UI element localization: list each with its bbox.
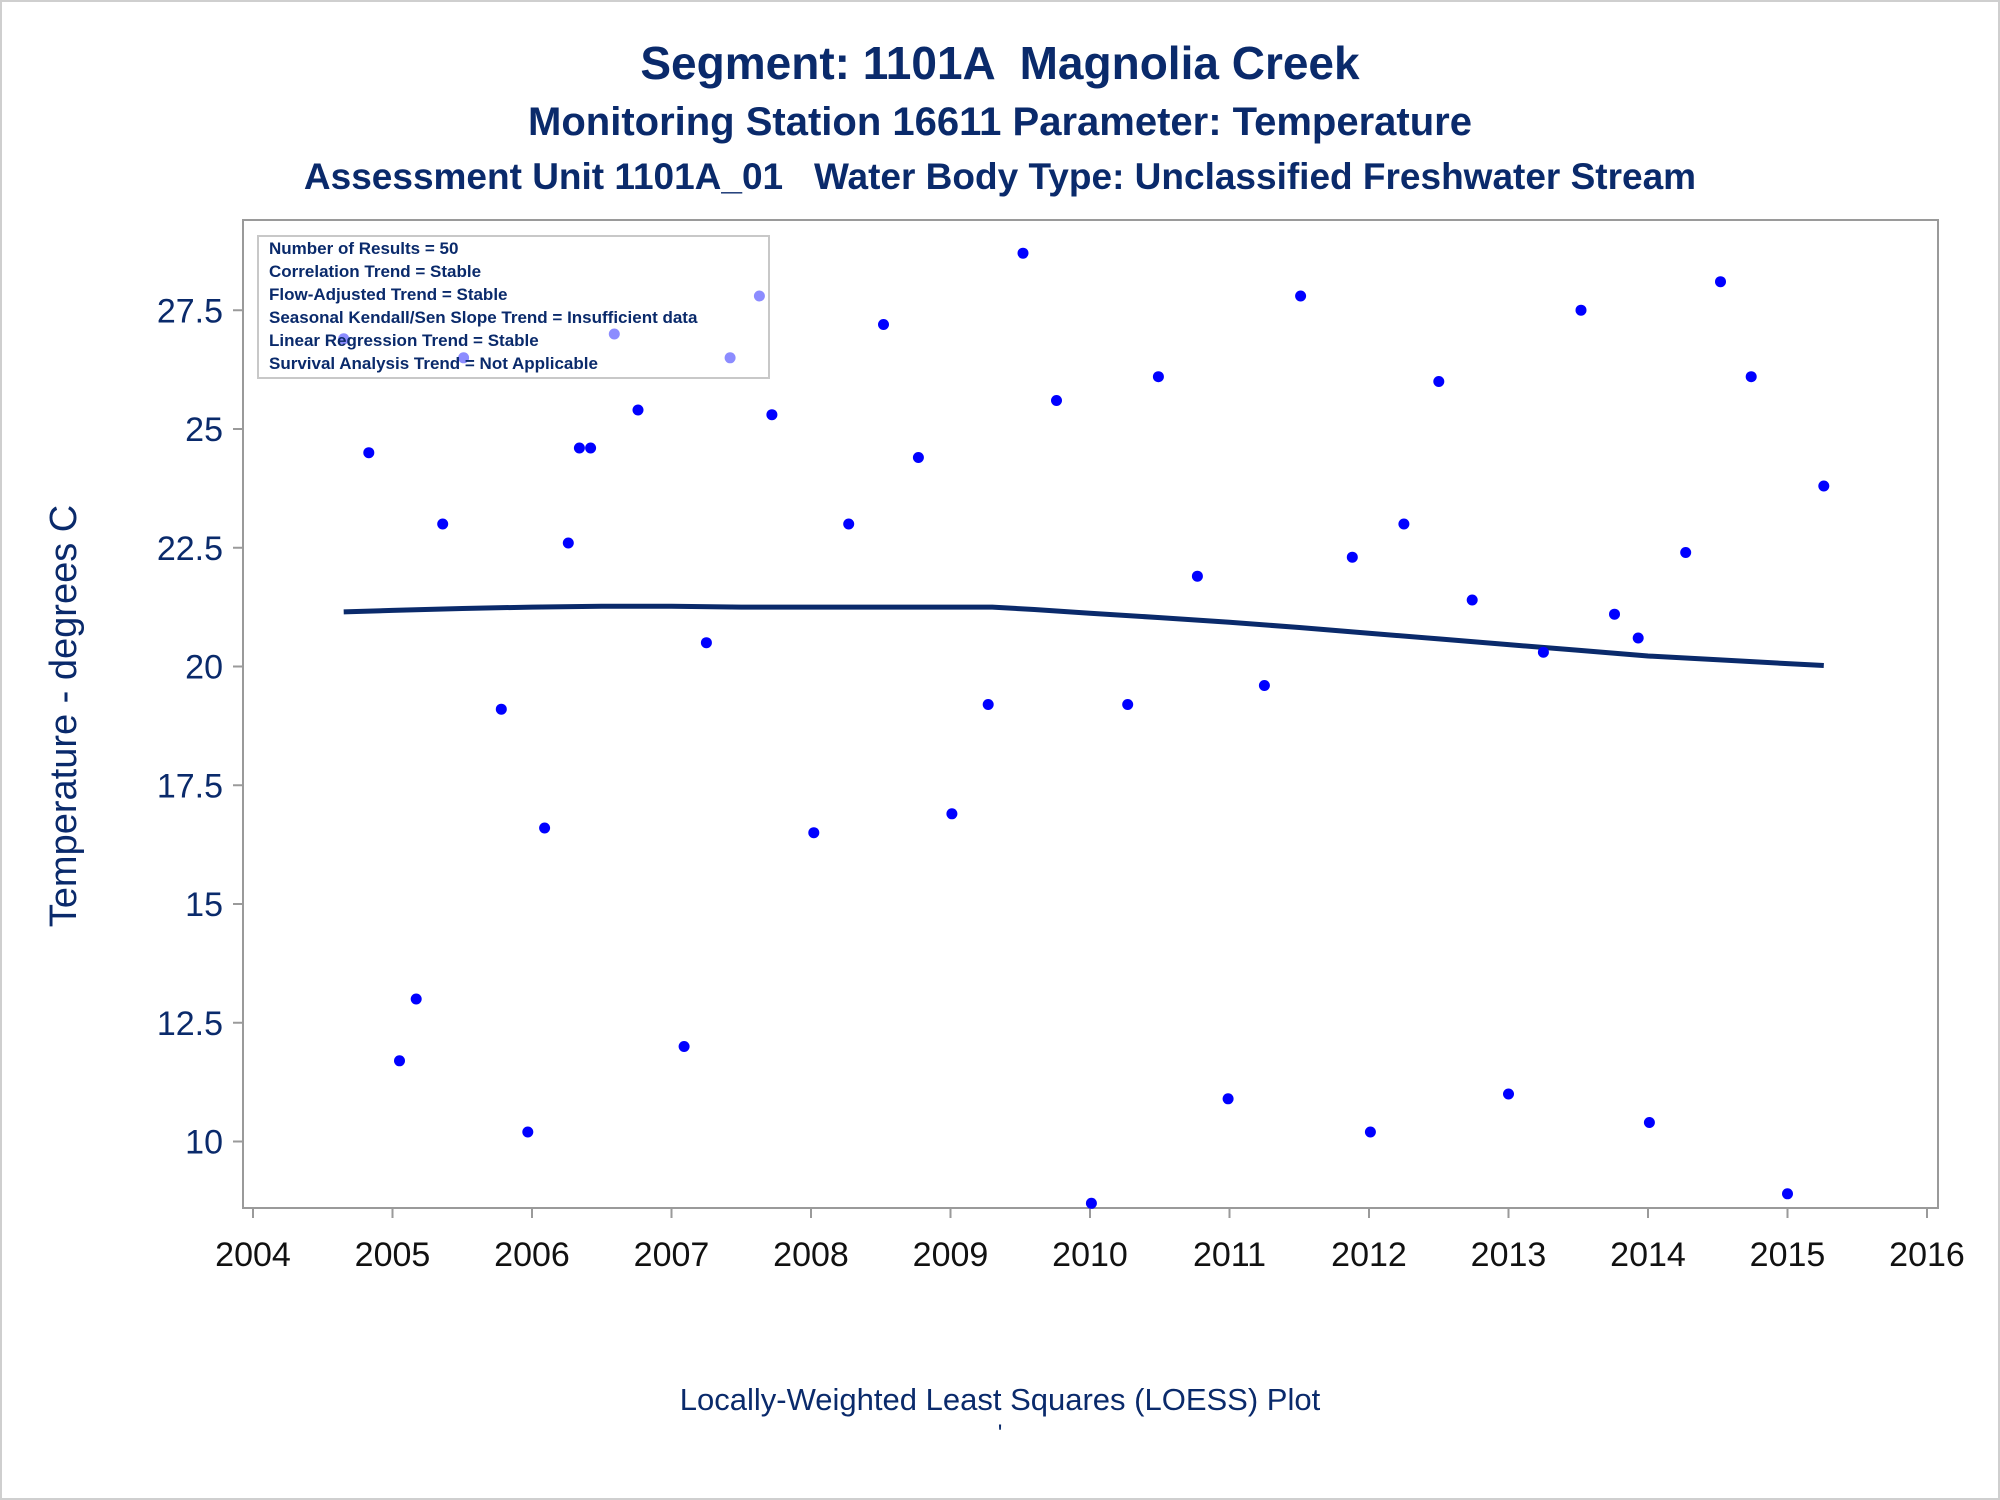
data-point [1575,304,1587,316]
y-tick-label: 25 [185,411,223,449]
data-point [394,1055,405,1067]
data-point [1222,1093,1234,1105]
data-point [678,1041,690,1052]
data-point [1537,646,1549,658]
y-tick-label: 20 [185,649,223,687]
y-tick-label: 10 [185,1124,223,1162]
data-point [1122,699,1134,710]
data-point [700,637,712,649]
data-point [522,1126,534,1138]
data-point [982,699,994,710]
data-point [1745,371,1757,383]
x-tick-label: 2008 [773,1236,849,1274]
footnote-mark: ' [997,1420,1003,1447]
data-point [539,822,551,834]
axes: 2004 2005 2006 2007 2008 2009 2010 2011 2012 2013… [43,219,1965,1274]
y-tick-label: 12.5 [157,1005,223,1043]
chart-subtitle-2: Assessment Unit 1101A_01 Water Body Type… [303,156,1697,197]
data-point [1258,680,1270,691]
data-point [1632,632,1644,644]
x-tick-label: 2006 [494,1236,570,1274]
data-point [1818,480,1830,492]
x-tick-label: 2015 [1750,1236,1826,1274]
data-point [1085,1197,1097,1209]
data-point [1643,1117,1655,1128]
data-point [878,319,889,330]
data-point [1346,551,1358,563]
chart-subtitle: Monitoring Station 16611 Parameter: Temp… [528,100,1472,144]
data-point [1503,1088,1514,1100]
data-point [1017,247,1029,259]
data-point [1152,371,1164,383]
footnote: Locally-Weighted Least Squares (LOESS) P… [679,1382,1321,1417]
data-point [495,703,507,715]
x-tick-label: 2016 [1889,1236,1965,1274]
x-tick-label: 2007 [634,1236,710,1274]
data-point [1191,570,1203,582]
x-tick-label: 2013 [1471,1236,1547,1274]
y-tick-label: 15 [185,886,223,924]
data-point [1398,518,1410,530]
x-tick-label: 2014 [1610,1236,1686,1274]
inset-line: Seasonal Kendall/Sen Slope Trend = Insuf… [269,308,698,327]
inset-line: Correlation Trend = Stable [269,262,481,281]
points-layer [338,247,1830,1209]
inset-box: Number of Results = 50 Correlation Trend … [257,235,770,379]
loess-layer [343,603,1824,668]
x-tick-label: 2011 [1193,1236,1266,1274]
data-point [843,518,855,530]
inset-box-border [257,235,770,379]
inset-line: Survival Analysis Trend = Not Applicable [269,354,598,373]
data-point [1715,276,1726,288]
data-point [1295,290,1307,302]
y-tick-label: 27.5 [157,292,223,330]
data-point [912,452,924,463]
data-point [632,404,644,416]
x-tick-label: 2009 [913,1236,989,1274]
inset-line: Number of Results = 50 [269,239,458,258]
loess-line [343,603,1824,668]
data-point [363,447,375,459]
y-axis-label: Temperature - degrees C [43,505,85,927]
x-tick-label: 2005 [355,1236,431,1274]
x-tick-label: 2012 [1331,1236,1407,1274]
data-point [1433,376,1445,387]
data-point [1051,395,1062,406]
data-point [1466,594,1478,606]
data-point [766,409,778,421]
data-point [808,827,820,839]
x-tick-label: 2004 [215,1236,291,1274]
data-point [946,808,958,820]
data-point [1364,1126,1376,1138]
data-point [410,993,422,1005]
x-tick-label: 2010 [1052,1236,1128,1274]
inset-line: Flow-Adjusted Trend = Stable [269,285,508,304]
y-tick-label: 22.5 [157,530,223,568]
y-tick-label: 17.5 [157,767,223,805]
data-point [562,537,574,549]
chart-title: Segment: 1101A Magnolia Creek [640,37,1360,89]
data-point [1680,547,1692,558]
data-point [1782,1188,1793,1200]
data-point [437,518,449,530]
data-point [573,442,585,454]
inset-line: Linear Regression Trend = Stable [269,331,539,350]
data-point [585,442,597,454]
data-point [1609,608,1620,620]
